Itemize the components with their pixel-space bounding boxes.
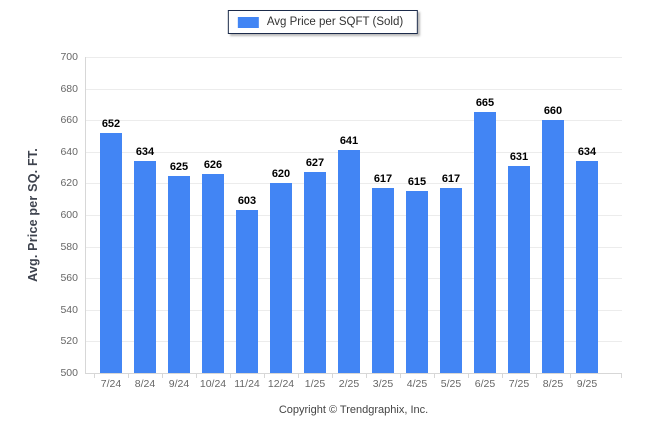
x-tick-label: 3/25: [372, 378, 394, 390]
bar-8/24[interactable]: [134, 161, 156, 373]
bar-value-label: 631: [509, 151, 529, 164]
gridline: [85, 88, 622, 90]
bar-10/24[interactable]: [202, 173, 224, 373]
x-axis-tick: [94, 374, 95, 378]
x-tick-label: 11/24: [234, 378, 260, 390]
bar-value-label: 620: [271, 168, 291, 181]
y-tick-label: 660: [60, 114, 78, 127]
x-tick-label: 9/24: [168, 378, 190, 390]
bar-7/25[interactable]: [508, 166, 530, 373]
plot-area: 652 634 625 626 603 620 627 641 617 615 617 665 631 6…: [60, 51, 622, 390]
bar-value-label: 625: [169, 160, 189, 173]
bar-3/25[interactable]: [372, 188, 394, 373]
gridline: [85, 120, 622, 122]
x-axis-tick: [400, 374, 401, 378]
x-tick-label: 2/25: [338, 378, 360, 390]
bar-value-label: 617: [373, 173, 393, 186]
y-tick-label: 600: [60, 209, 78, 221]
y-axis-title: Avg. Price per SQ. FT.: [26, 148, 40, 282]
bar-12/24[interactable]: [270, 183, 292, 373]
bar-value-label: 660: [543, 105, 563, 118]
bar-9/24[interactable]: [168, 175, 190, 373]
x-tick-label: 6/25: [474, 378, 496, 390]
x-tick-label: 5/25: [440, 378, 462, 390]
x-tick-label: 1/25: [304, 378, 326, 390]
bar-4/25[interactable]: [406, 191, 428, 373]
gridline: [85, 57, 622, 58]
legend-swatch-icon: [237, 16, 259, 28]
x-tick-label: 9/25: [576, 378, 598, 390]
x-tick-label: 8/25: [542, 378, 564, 390]
y-tick-label: 620: [60, 177, 78, 190]
y-tick-label: 540: [60, 303, 78, 316]
x-axis-tick: [570, 374, 571, 378]
x-axis-tick: [230, 374, 231, 378]
bar-2/25[interactable]: [338, 150, 360, 373]
x-axis-line: [85, 373, 622, 374]
bar-11/24[interactable]: [236, 210, 258, 373]
y-tick-label: 560: [60, 272, 78, 285]
x-axis-tick: [434, 374, 435, 378]
y-tick-label: 580: [60, 240, 78, 253]
bar-6/25[interactable]: [474, 112, 496, 373]
chart-legend: Avg Price per SQFT (Sold): [227, 10, 419, 34]
bar-5/25[interactable]: [440, 188, 462, 373]
x-tick-label: 7/24: [100, 378, 122, 390]
x-axis-tick: [162, 374, 163, 378]
y-tick-label: 500: [60, 367, 78, 379]
legend-label: Avg Price per SQFT (Sold): [266, 16, 404, 28]
bar-value-label: 626: [203, 158, 223, 171]
x-axis-tick: [196, 374, 197, 378]
bar-value-label: 641: [339, 135, 359, 148]
x-tick-label: 10/24: [199, 378, 227, 390]
x-axis-tick: [264, 374, 265, 378]
bar-value-label: 603: [237, 195, 257, 208]
bar-value-label: 634: [577, 146, 597, 159]
bar-8/25[interactable]: [542, 120, 564, 373]
x-axis-tick: [332, 374, 333, 378]
x-axis-tick: [536, 374, 537, 378]
x-axis-tick: [366, 374, 367, 378]
y-tick-label: 520: [60, 335, 78, 348]
y-tick-label: 640: [60, 145, 78, 158]
x-tick-label: 8/24: [134, 378, 156, 390]
x-axis-tick: [468, 374, 469, 378]
x-tick-label: 7/25: [508, 378, 530, 390]
x-tick-label: 4/25: [406, 378, 428, 390]
bar-value-label: 665: [475, 97, 495, 110]
y-axis-line: [85, 57, 86, 373]
bar-value-label: 615: [407, 176, 427, 189]
y-tick-label: 680: [60, 82, 78, 95]
x-tick-label: 12/24: [267, 378, 295, 390]
y-tick-label: 700: [60, 51, 78, 63]
x-axis-tick: [298, 374, 299, 378]
bar-value-label: 627: [305, 157, 325, 170]
x-axis-tick: [502, 374, 503, 378]
bar-value-label: 634: [135, 146, 155, 159]
bar-7/24[interactable]: [100, 132, 122, 373]
bar-value-label: 617: [441, 173, 461, 186]
bar-value-label: 652: [101, 117, 121, 130]
bar-9/25[interactable]: [576, 161, 598, 373]
copyright-text: Copyright © Trendgraphix, Inc.: [278, 404, 429, 416]
x-axis-tick: [128, 374, 129, 378]
bar-1/25[interactable]: [304, 172, 326, 373]
x-axis-tick: [621, 374, 622, 378]
